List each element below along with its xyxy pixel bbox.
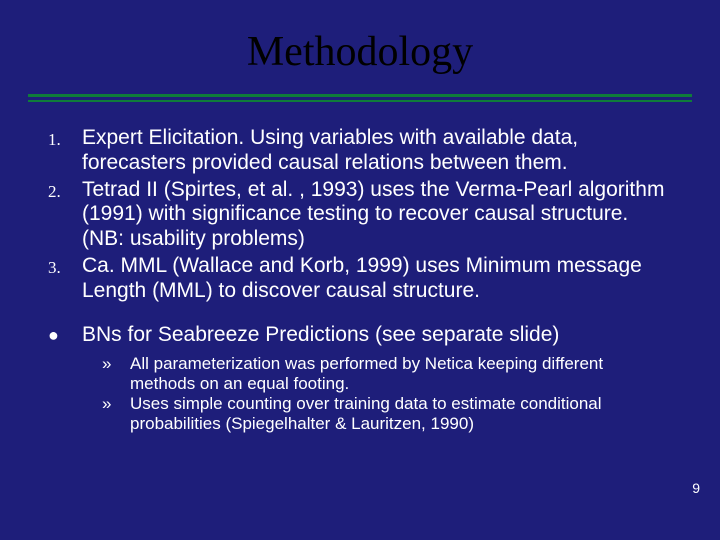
- title-area: Methodology: [0, 0, 720, 94]
- list-number: 1.: [48, 126, 82, 176]
- slide-body: 1. Expert Elicitation. Using variables w…: [0, 112, 720, 434]
- list-item: » Uses simple counting over training dat…: [102, 394, 672, 434]
- list-item: 2. Tetrad II (Spirtes, et al. , 1993) us…: [48, 178, 672, 252]
- list-item: 1. Expert Elicitation. Using variables w…: [48, 126, 672, 176]
- sub-bullet-icon: »: [102, 394, 130, 434]
- slide-title: Methodology: [0, 28, 720, 76]
- bullet-icon: ●: [48, 323, 82, 348]
- list-text: Tetrad II (Spirtes, et al. , 1993) uses …: [82, 178, 672, 252]
- divider-line-bottom: [28, 100, 692, 102]
- list-item: 3. Ca. MML (Wallace and Korb, 1999) uses…: [48, 254, 672, 304]
- list-number: 3.: [48, 254, 82, 304]
- list-text: Uses simple counting over training data …: [130, 394, 672, 434]
- list-item: » All parameterization was performed by …: [102, 354, 672, 394]
- page-number: 9: [692, 480, 700, 496]
- bullet-list: ● BNs for Seabreeze Predictions (see sep…: [48, 323, 672, 348]
- list-number: 2.: [48, 178, 82, 252]
- list-text: Expert Elicitation. Using variables with…: [82, 126, 672, 176]
- numbered-list: 1. Expert Elicitation. Using variables w…: [48, 126, 672, 303]
- divider: [28, 94, 692, 102]
- list-text: BNs for Seabreeze Predictions (see separ…: [82, 323, 672, 348]
- list-text: Ca. MML (Wallace and Korb, 1999) uses Mi…: [82, 254, 672, 304]
- sub-bullet-list: » All parameterization was performed by …: [48, 350, 672, 434]
- slide: Methodology 1. Expert Elicitation. Using…: [0, 0, 720, 540]
- sub-bullet-icon: »: [102, 354, 130, 394]
- list-item: ● BNs for Seabreeze Predictions (see sep…: [48, 323, 672, 348]
- list-text: All parameterization was performed by Ne…: [130, 354, 672, 394]
